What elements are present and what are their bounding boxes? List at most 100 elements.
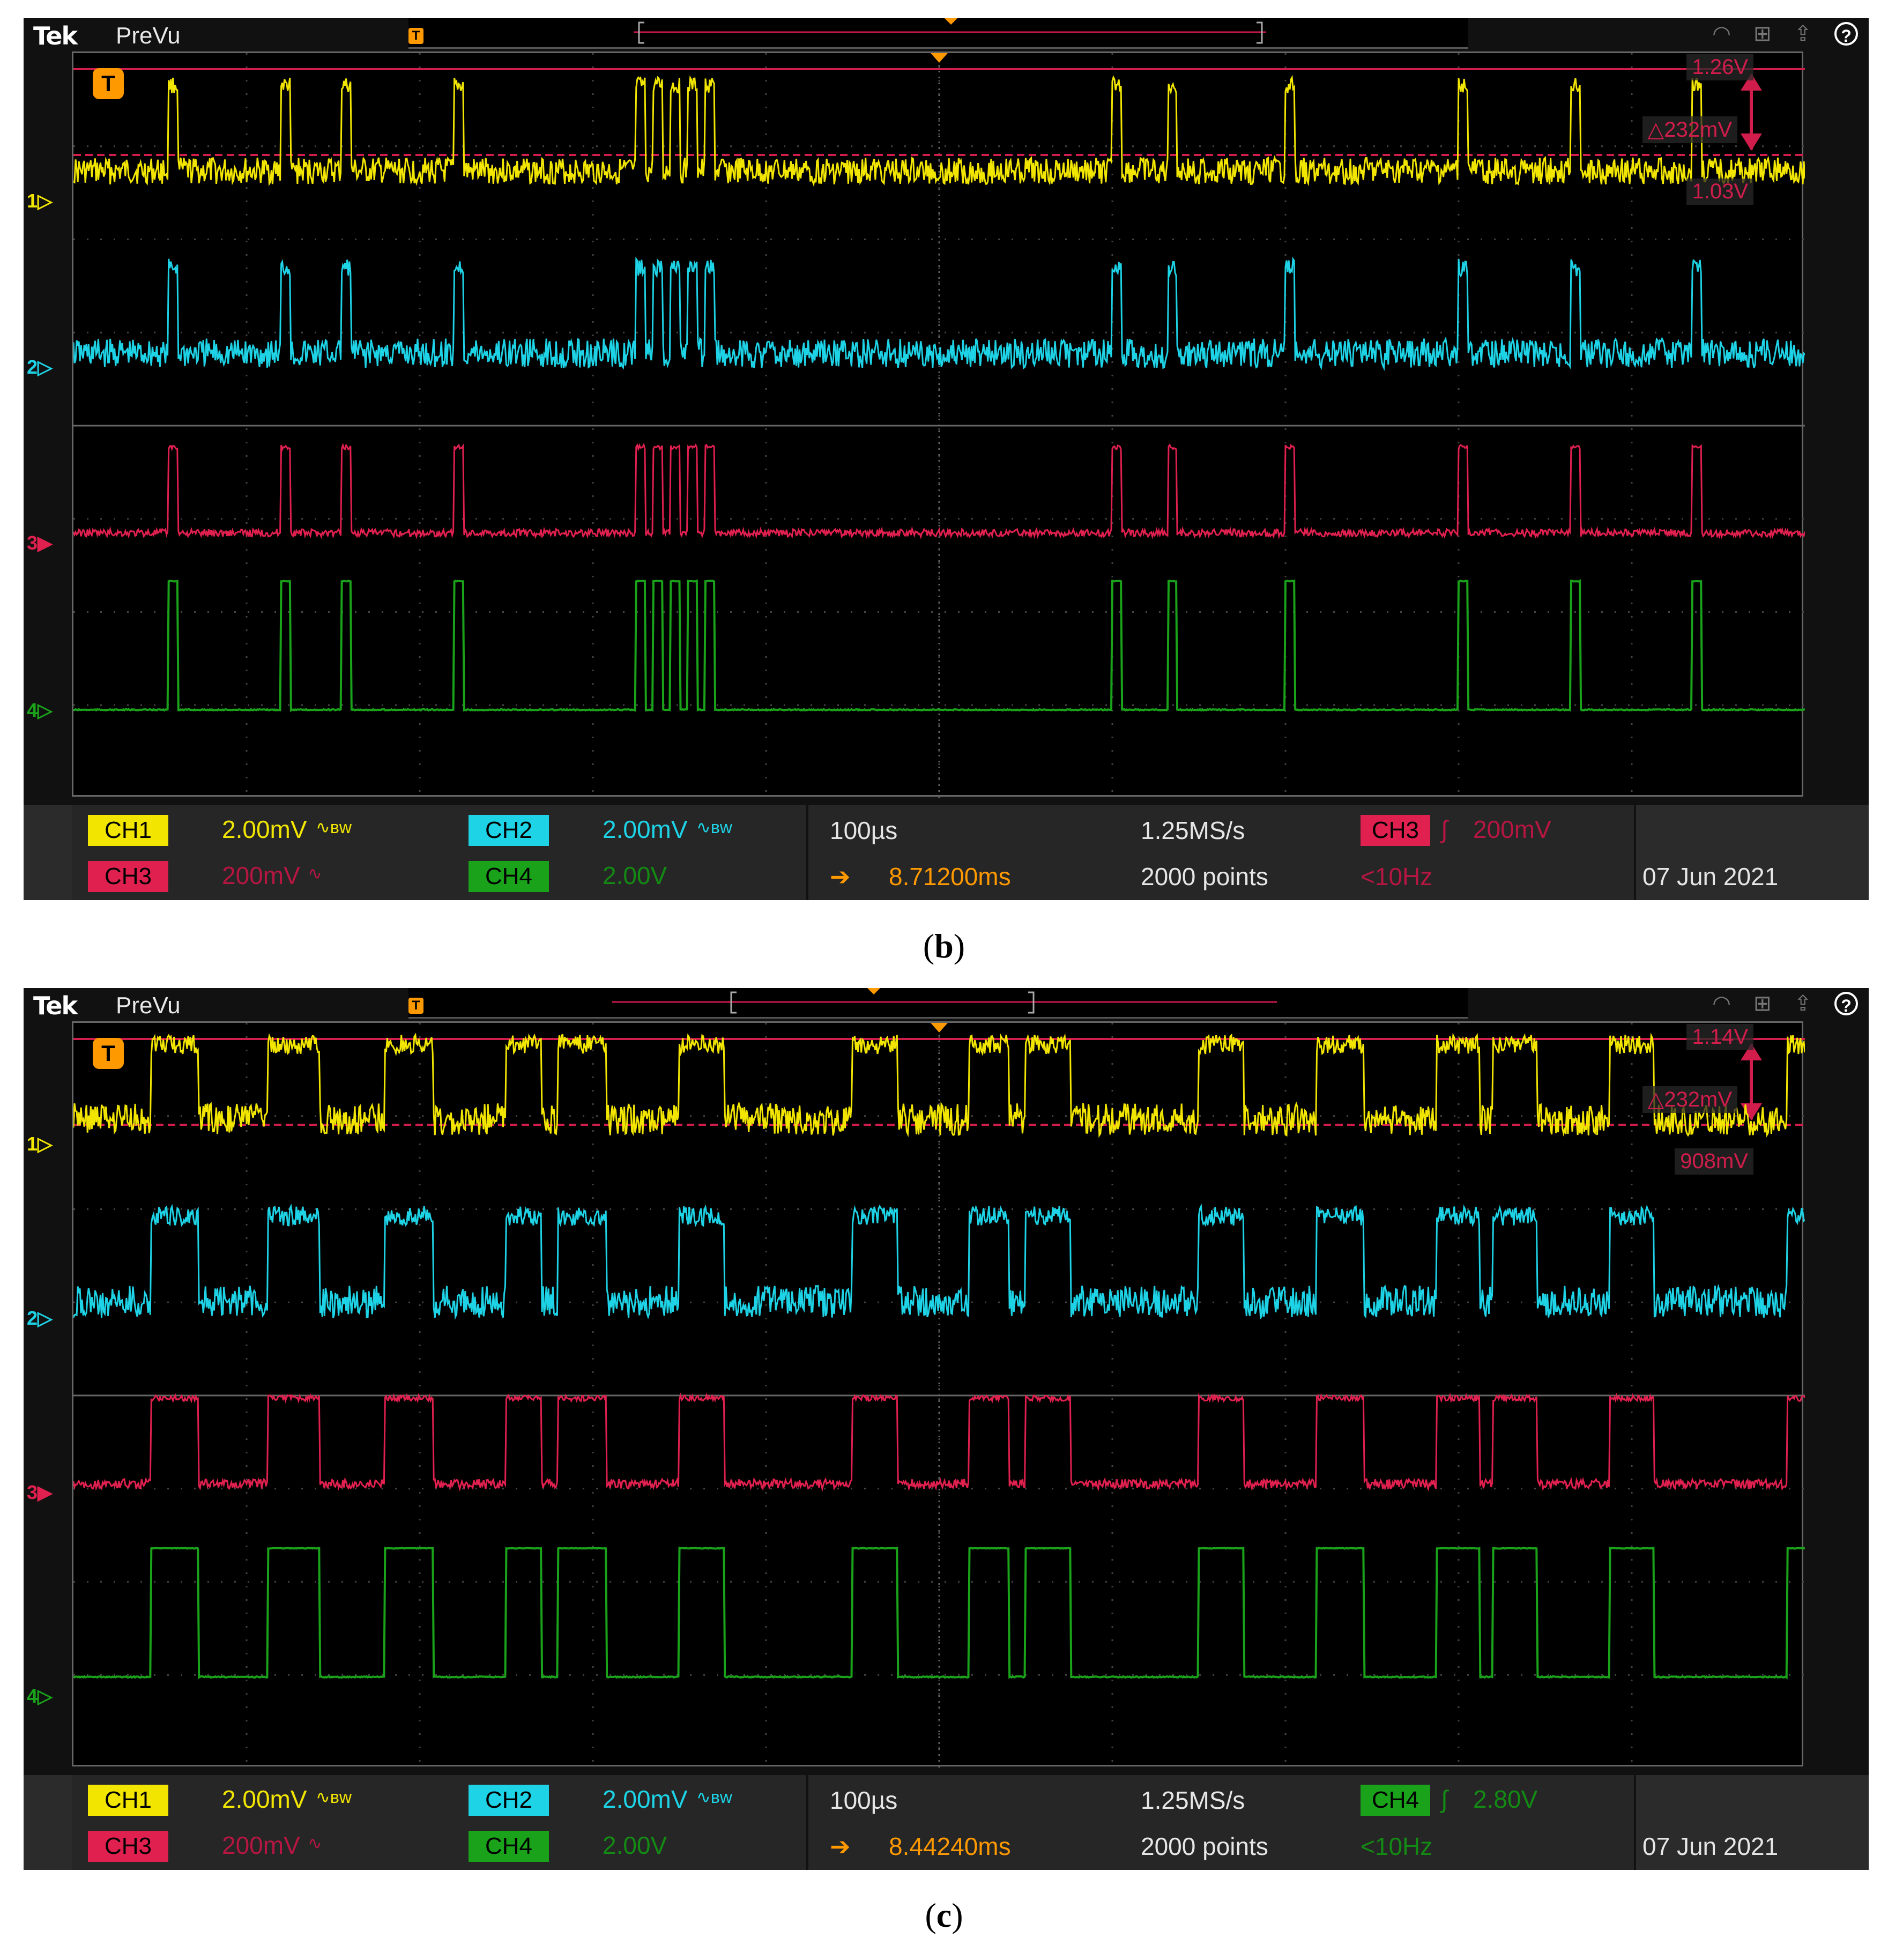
ch3-scale: 200mV (222, 862, 300, 889)
ch2-coupling: ∿ʙw (696, 1787, 732, 1807)
top-icons: ◠ ⊞ ⇪ ? (1712, 990, 1858, 1017)
waveform-overview-bar[interactable]: T (408, 18, 1468, 49)
tek-logo: Tek (33, 991, 78, 1020)
date-label: 07 Jun 2021 (1642, 863, 1779, 890)
ch2-trace (73, 1203, 1805, 1320)
trigger-level-badge[interactable]: T (93, 68, 124, 99)
trigger-frequency: <10Hz (1361, 1832, 1433, 1860)
ch2-marker[interactable]: 2▷ (27, 356, 53, 378)
vertical-settings-panel[interactable]: CH1 2.00mV ∿ʙw CH3 200mV ∿ CH2 2.00mV ∿ʙ… (72, 805, 808, 900)
horizontal-scale: 100µs (830, 1786, 898, 1814)
ch2-scale: 2.00mV (603, 1785, 688, 1813)
settings-bar: CH1 2.00mV ∿ʙw CH3 200mV ∿ CH2 2.00mV ∿ʙ… (24, 1775, 1869, 1870)
wifi-icon[interactable]: ◠ (1712, 992, 1731, 1015)
ch2-badge[interactable]: CH2 (469, 815, 549, 846)
export-icon[interactable]: ⇪ (1794, 22, 1812, 46)
settings-bar: CH1 2.00mV ∿ʙw CH3 200mV ∿ CH2 2.00mV ∿ʙ… (24, 805, 1869, 900)
trigger-frequency: <10Hz (1361, 863, 1433, 890)
ch4-trace (73, 579, 1805, 712)
ch3-marker[interactable]: 3▶ (27, 532, 53, 554)
ch1-scale: 2.00mV (222, 815, 307, 843)
trigger-slope-icon: ∫ (1441, 815, 1448, 843)
ch4-marker[interactable]: 4▷ (27, 699, 53, 721)
waveform-svg (73, 53, 1805, 798)
trigger-source-badge[interactable]: CH3 (1361, 815, 1430, 846)
caption-c: (c) (925, 1896, 963, 1934)
trigger-level: 2.80V (1473, 1785, 1538, 1813)
ch4-marker[interactable]: 4▷ (27, 1685, 53, 1707)
cursor-lower-readout: 1.03V (1686, 179, 1753, 205)
cursor-lower-readout: 908mV (1675, 1148, 1753, 1175)
trigger-level-badge[interactable]: T (93, 1038, 124, 1069)
top-bar: Tek PreVu T ◠ ⊞ ⇪ ? (24, 988, 1869, 1020)
overview-svg (634, 18, 1266, 44)
waveform-svg (73, 1023, 1805, 1768)
ch1-badge[interactable]: CH1 (88, 1785, 168, 1816)
ch3-scale: 200mV (222, 1831, 300, 1859)
waveform-graticule[interactable]: T 1.26V △232mV 1.03V (72, 51, 1805, 798)
trigger-slope-icon: ∫ (1441, 1785, 1448, 1813)
ch1-coupling: ∿ʙw (316, 1787, 352, 1807)
horizontal-position: 8.44240ms (889, 1832, 1011, 1860)
help-icon[interactable]: ? (1834, 992, 1858, 1015)
ch1-scale: 2.00mV (222, 1785, 307, 1813)
horizontal-scale: 100µs (830, 816, 898, 844)
network-icon[interactable]: ⊞ (1753, 22, 1772, 46)
prevu-label: PreVu (116, 992, 181, 1019)
waveform-graticule[interactable]: T 1.14V △232mV 908mV (72, 1021, 1805, 1768)
ch4-badge[interactable]: CH4 (469, 861, 549, 892)
trigger-position-icon: T (408, 998, 423, 1014)
overview-svg (612, 988, 1277, 1014)
vertical-settings-panel[interactable]: CH1 2.00mV ∿ʙw CH3 200mV ∿ CH2 2.00mV ∿ʙ… (72, 1775, 808, 1870)
date-label: 07 Jun 2021 (1642, 1832, 1779, 1860)
ch2-trace (73, 256, 1805, 371)
ch1-badge[interactable]: CH1 (88, 815, 168, 846)
top-bar: Tek PreVu T ◠ ⊞ ⇪ ? (24, 18, 1869, 50)
record-length: 2000 points (1141, 1832, 1268, 1860)
wifi-icon[interactable]: ◠ (1712, 22, 1731, 46)
ch4-scale: 2.00V (603, 1831, 667, 1859)
export-icon[interactable]: ⇪ (1794, 992, 1812, 1015)
cursor-upper-readout: 1.26V (1686, 54, 1753, 80)
caption-b: (b) (923, 927, 965, 965)
horizontal-settings-panel[interactable]: 100µs 1.25MS/s ➔ 8.44240ms 2000 points C… (808, 1775, 1636, 1870)
waveform-overview-bar[interactable]: T (408, 988, 1468, 1019)
trigger-level: 200mV (1473, 815, 1551, 843)
ch1-marker[interactable]: 1▷ (27, 1133, 53, 1155)
ch1-trace (73, 75, 1805, 187)
ch3-coupling: ∿ (308, 1833, 322, 1853)
ch4-scale: 2.00V (603, 862, 667, 889)
ch1-trace (73, 1032, 1805, 1138)
ch1-coupling: ∿ʙw (316, 818, 352, 837)
prevu-label: PreVu (116, 23, 181, 49)
ch1-marker[interactable]: 1▷ (27, 190, 53, 212)
position-arrow-icon: ➔ (830, 863, 851, 890)
cursor-delta-readout: △232mV (1642, 1086, 1737, 1113)
ch3-badge[interactable]: CH3 (88, 1831, 168, 1862)
ch2-marker[interactable]: 2▷ (27, 1307, 53, 1329)
cursor-delta-readout: △232mV (1642, 116, 1737, 143)
tek-logo: Tek (33, 21, 78, 50)
top-icons: ◠ ⊞ ⇪ ? (1712, 20, 1858, 47)
trigger-source-badge[interactable]: CH4 (1361, 1785, 1430, 1816)
ch3-trace (73, 1392, 1805, 1492)
network-icon[interactable]: ⊞ (1753, 992, 1772, 1015)
trigger-point-marker (931, 1023, 948, 1033)
ch2-coupling: ∿ʙw (696, 818, 732, 837)
sample-rate: 1.25MS/s (1141, 1786, 1245, 1814)
oscilloscope-screen-c: Tek PreVu T ◠ ⊞ ⇪ ? T 1.14V △232mV 908mV… (24, 988, 1869, 1870)
ch3-trace (73, 442, 1805, 540)
ch3-badge[interactable]: CH3 (88, 861, 168, 892)
record-length: 2000 points (1141, 863, 1268, 890)
ch4-trace (73, 1546, 1805, 1680)
help-icon[interactable]: ? (1834, 22, 1858, 46)
sample-rate: 1.25MS/s (1141, 816, 1245, 844)
ch3-coupling: ∿ (308, 864, 322, 883)
ch4-badge[interactable]: CH4 (469, 1831, 549, 1862)
ch2-badge[interactable]: CH2 (469, 1785, 549, 1816)
horizontal-settings-panel[interactable]: 100µs 1.25MS/s ➔ 8.71200ms 2000 points C… (808, 805, 1636, 900)
ch3-marker[interactable]: 3▶ (27, 1481, 53, 1503)
cursor-upper-readout: 1.14V (1686, 1024, 1753, 1050)
oscilloscope-screen-b: Tek PreVu T ◠ ⊞ ⇪ ? T 1.26V △232mV 1.03V… (24, 18, 1869, 900)
trigger-point-marker (931, 53, 948, 63)
